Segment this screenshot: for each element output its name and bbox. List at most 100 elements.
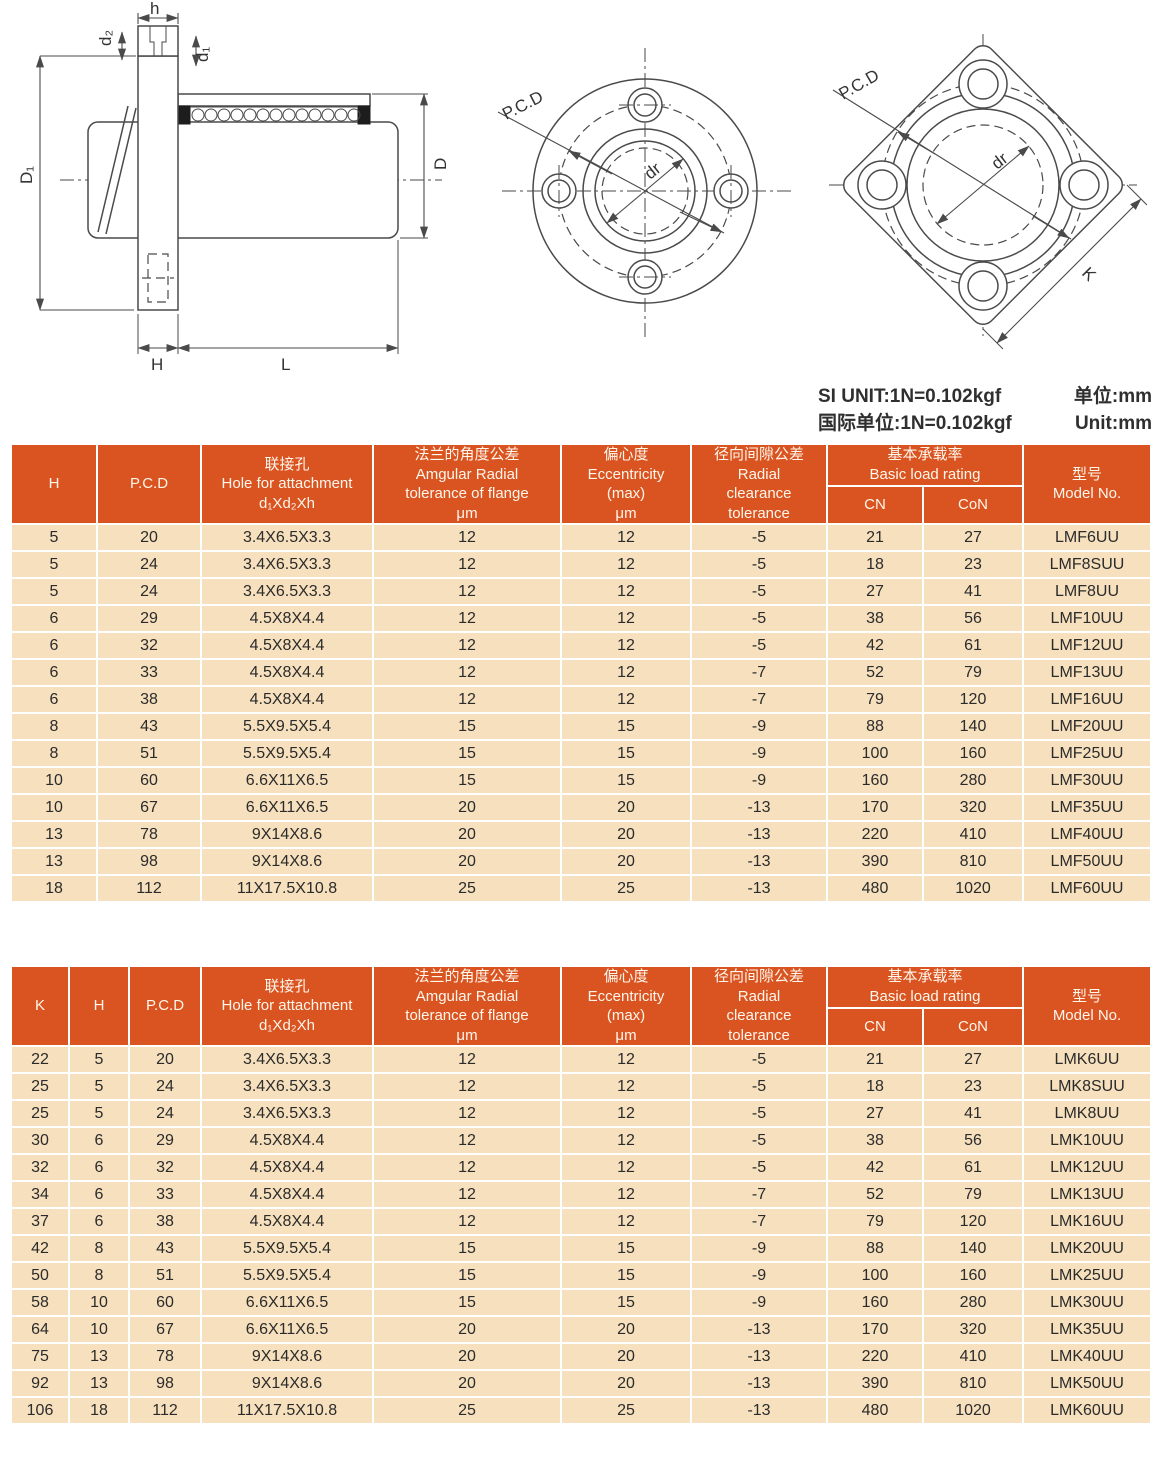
table-cell: 25 (560, 1396, 692, 1425)
table-cell: -5 (690, 1045, 828, 1074)
table-cell: 20 (96, 523, 202, 552)
table-cell: 32 (10, 1153, 70, 1182)
table-cell: LMK8SUU (1022, 1072, 1152, 1101)
table-cell: 12 (372, 631, 562, 660)
table-cell: 9X14X8.6 (200, 847, 374, 876)
col-header-model-no: 型号 Model No. (1022, 965, 1152, 1047)
table-row: 6 29 4.5X8X4.4 12 12 -5 38 56 LMF10UU (10, 604, 1152, 633)
col-header-hole-for-attachment: 联接孔 Hole for attachment d₁Xd₂Xh (200, 443, 374, 525)
col-header-eccentricity: 偏心度 Eccentricity (max) μm (560, 443, 692, 525)
table-cell: -9 (690, 712, 828, 741)
table-cell: 52 (826, 658, 924, 687)
table-cell: 12 (372, 1099, 562, 1128)
table-cell: 32 (128, 1153, 202, 1182)
table-cell: 12 (560, 577, 692, 606)
table-cell: 3.4X6.5X3.3 (200, 1099, 374, 1128)
si-unit-mm: 单位:mm (1073, 386, 1152, 407)
table-cell: 30 (10, 1126, 70, 1155)
table-cell: 42 (10, 1234, 70, 1263)
table-cell: 92 (10, 1369, 70, 1398)
table-cell: LMF20UU (1022, 712, 1152, 741)
table-cell: 27 (922, 1045, 1024, 1074)
table-cell: -9 (690, 739, 828, 768)
dim-label-D: D (431, 158, 450, 170)
table-cell: 50 (10, 1261, 70, 1290)
table-cell: 6 (68, 1180, 130, 1209)
table-cell: 12 (560, 523, 692, 552)
table-cell: 12 (560, 604, 692, 633)
table-cell: -7 (690, 1180, 828, 1209)
table-cell: 12 (560, 1099, 692, 1128)
table-cell: 3.4X6.5X3.3 (200, 523, 374, 552)
table-cell: 12 (372, 1153, 562, 1182)
table-cell: -7 (690, 658, 828, 687)
table-cell: 15 (560, 1288, 692, 1317)
table-cell: 38 (96, 685, 202, 714)
table-cell: LMK40UU (1022, 1342, 1152, 1371)
table-cell: 15 (560, 739, 692, 768)
table-cell: 5 (68, 1072, 130, 1101)
table-cell: 12 (560, 1126, 692, 1155)
table-cell: 23 (922, 550, 1024, 579)
table-cell: 15 (372, 1261, 562, 1290)
cross-section-drawing: h d₂ d₁ D₁ D H L (17, 2, 450, 374)
table-cell: 140 (922, 1234, 1024, 1263)
table-cell: LMK12UU (1022, 1153, 1152, 1182)
bearing-body (60, 25, 442, 311)
table-cell: 29 (96, 604, 202, 633)
table-cell: 220 (826, 820, 924, 849)
col-header-basic-load-rating: 基本承载率 Basic load rating (826, 965, 1024, 1009)
table-cell: 6 (68, 1126, 130, 1155)
table-cell: 51 (96, 739, 202, 768)
table-cell: 20 (372, 1342, 562, 1371)
col-header-H: H (68, 965, 130, 1047)
table-cell: 120 (922, 1207, 1024, 1236)
dim-label-h: h (150, 2, 159, 18)
table-cell: 12 (560, 1045, 692, 1074)
table-cell: 9X14X8.6 (200, 1342, 374, 1371)
table-cell: 8 (10, 712, 98, 741)
table-cell: 4.5X8X4.4 (200, 658, 374, 687)
table-row: 10 67 6.6X11X6.5 20 20 -13 170 320 LMF35UU (10, 793, 1152, 822)
table-cell: LMF8UU (1022, 577, 1152, 606)
table-cell: 10 (68, 1288, 130, 1317)
table-cell: 38 (826, 1126, 924, 1155)
table-cell: 13 (68, 1369, 130, 1398)
table-cell: 11X17.5X10.8 (200, 874, 374, 903)
table-cell: 320 (922, 793, 1024, 822)
col-header-radial-clearance: 径向间隙公差 Radial clearance tolerance (690, 965, 828, 1047)
table-cell: 79 (826, 1207, 924, 1236)
table-cell: 160 (922, 739, 1024, 768)
table-cell: 12 (560, 685, 692, 714)
table-cell: 43 (96, 712, 202, 741)
table-cell: 12 (372, 1045, 562, 1074)
table-row: 18 112 11X17.5X10.8 25 25 -13 480 1020 LMF60UU (10, 874, 1152, 903)
table-cell: LMF35UU (1022, 793, 1152, 822)
table-cell: 3.4X6.5X3.3 (200, 1072, 374, 1101)
table-cell: LMK8UU (1022, 1099, 1152, 1128)
table-row: 6 33 4.5X8X4.4 12 12 -7 52 79 LMF13UU (10, 658, 1152, 687)
col-header-cn: CN (826, 484, 924, 526)
col-header-pcd: P.C.D (128, 965, 202, 1047)
table-cell: 5.5X9.5X5.4 (200, 712, 374, 741)
table-cell: 67 (128, 1315, 202, 1344)
table-cell: 160 (826, 766, 924, 795)
table-cell: 100 (826, 1261, 924, 1290)
table-cell: LMK20UU (1022, 1234, 1152, 1263)
table-row: 6 38 4.5X8X4.4 12 12 -7 79 120 LMF16UU (10, 685, 1152, 714)
table-cell: 12 (560, 550, 692, 579)
table-cell: 43 (128, 1234, 202, 1263)
table-cell: 88 (826, 712, 924, 741)
lmk-table-section: K H P.C.D 联接孔 Hole for attachment d₁Xd₂X… (10, 965, 1152, 1425)
table-cell: 78 (128, 1342, 202, 1371)
table-cell: 11X17.5X10.8 (200, 1396, 374, 1425)
table-cell: 3.4X6.5X3.3 (200, 550, 374, 579)
lmf-spec-table: H P.C.D 联接孔 Hole for attachment d₁Xd₂Xh … (10, 443, 1152, 903)
table-cell: -13 (690, 820, 828, 849)
table-cell: -9 (690, 1288, 828, 1317)
lmf-table-header: H P.C.D 联接孔 Hole for attachment d₁Xd₂Xh … (10, 443, 1152, 526)
lmf-table-section: H P.C.D 联接孔 Hole for attachment d₁Xd₂Xh … (10, 443, 1152, 903)
table-cell: -9 (690, 766, 828, 795)
table-cell: 78 (96, 820, 202, 849)
table-cell: 18 (68, 1396, 130, 1425)
